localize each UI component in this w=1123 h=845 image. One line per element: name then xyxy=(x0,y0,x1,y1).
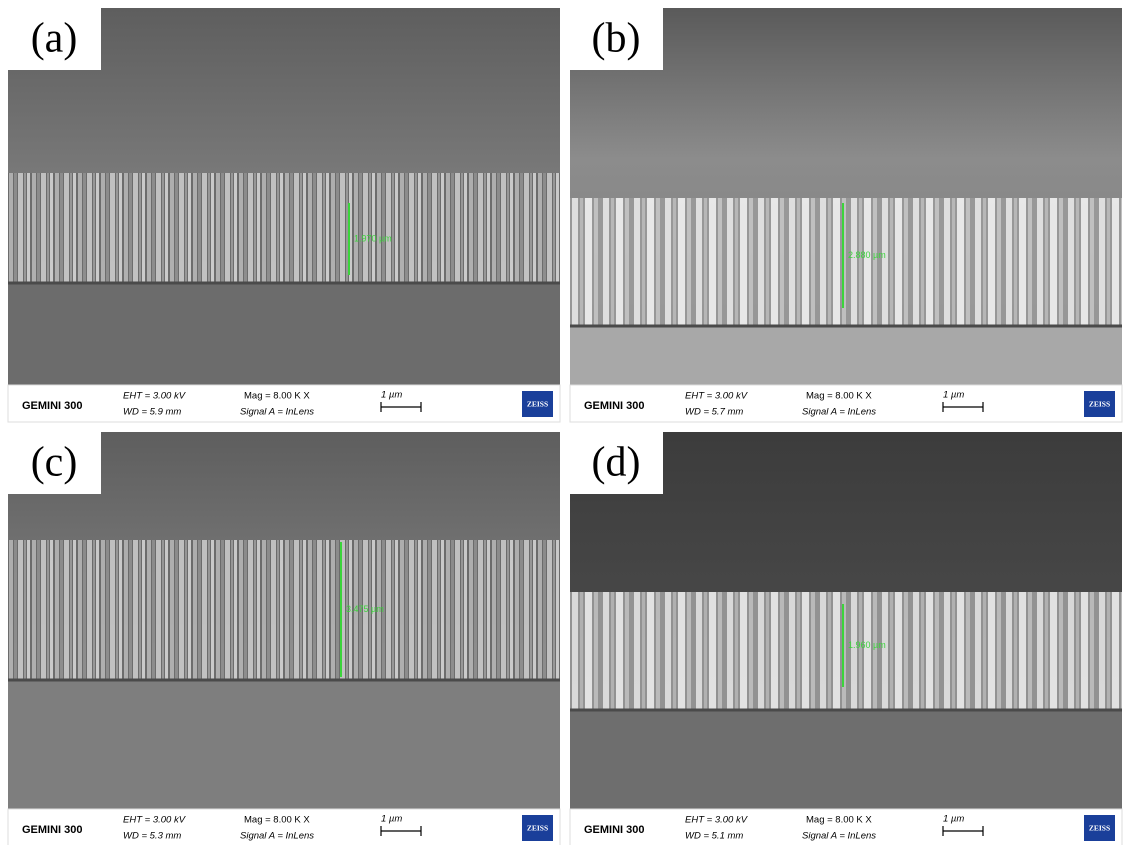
instrument: GEMINI 300 xyxy=(584,400,645,412)
measurement-label: 1.970 µm xyxy=(354,233,392,243)
info-bar: GEMINI 300 EHT = 3.00 kV WD = 5.3 mm Mag = … xyxy=(8,809,560,845)
nanowire-layer xyxy=(570,592,1122,710)
brand: ZEISS xyxy=(527,824,548,833)
scale-label: 1 µm xyxy=(943,390,964,401)
sem-panel: 3.475 µm (c) GEMINI 300 EHT = 3.00 kV WD = 5… xyxy=(8,432,560,845)
info-bar: GEMINI 300 EHT = 3.00 kV WD = 5.1 mm Mag = … xyxy=(570,809,1122,845)
nanowire-layer xyxy=(8,173,560,283)
figure: 1.970 µm (a) GEMINI 300 EHT = 3.00 kV WD = 5… xyxy=(0,0,1123,845)
signal: Signal A = InLens xyxy=(240,831,314,842)
signal: Signal A = InLens xyxy=(802,407,876,418)
sem-panel: 2.880 µm (b) GEMINI 300 EHT = 3.00 kV WD = 5… xyxy=(570,8,1122,422)
scale-label: 1 µm xyxy=(381,390,402,401)
scale-label: 1 µm xyxy=(381,814,402,825)
eht: EHT = 3.00 kV xyxy=(123,815,187,826)
mag: Mag = 8.00 K X xyxy=(244,391,310,402)
nanowire-layer xyxy=(570,198,1122,326)
panel-label: (a) xyxy=(31,16,78,62)
instrument: GEMINI 300 xyxy=(22,824,83,836)
brand: ZEISS xyxy=(1089,824,1110,833)
mag: Mag = 8.00 K X xyxy=(806,815,872,826)
info-bar: GEMINI 300 EHT = 3.00 kV WD = 5.9 mm Mag = … xyxy=(8,385,560,422)
wd: WD = 5.3 mm xyxy=(123,831,181,842)
substrate xyxy=(8,283,560,385)
mag: Mag = 8.00 K X xyxy=(806,391,872,402)
sem-panel: 1.960 µm (d) GEMINI 300 EHT = 3.00 kV WD = 5… xyxy=(570,432,1122,845)
instrument: GEMINI 300 xyxy=(584,824,645,836)
panel-label: (d) xyxy=(592,440,641,486)
scale-label: 1 µm xyxy=(943,814,964,825)
signal: Signal A = InLens xyxy=(802,831,876,842)
substrate xyxy=(570,326,1122,385)
substrate xyxy=(8,680,560,809)
nanowire-layer xyxy=(8,540,560,680)
panel-label: (c) xyxy=(31,440,78,486)
mag: Mag = 8.00 K X xyxy=(244,815,310,826)
signal: Signal A = InLens xyxy=(240,407,314,418)
wd: WD = 5.1 mm xyxy=(685,831,743,842)
info-bar: GEMINI 300 EHT = 3.00 kV WD = 5.7 mm Mag = … xyxy=(570,385,1122,422)
instrument: GEMINI 300 xyxy=(22,400,83,412)
substrate xyxy=(570,710,1122,809)
measurement-label: 2.880 µm xyxy=(848,250,886,260)
brand: ZEISS xyxy=(1089,400,1110,409)
page: 1.970 µm (a) GEMINI 300 EHT = 3.00 kV WD = 5… xyxy=(0,0,1123,845)
measurement-label: 3.475 µm xyxy=(346,604,384,614)
wd: WD = 5.9 mm xyxy=(123,407,181,418)
brand: ZEISS xyxy=(527,400,548,409)
measurement-label: 1.960 µm xyxy=(848,640,886,650)
panel-label: (b) xyxy=(592,16,641,62)
eht: EHT = 3.00 kV xyxy=(123,391,187,402)
eht: EHT = 3.00 kV xyxy=(685,815,749,826)
sem-panel: 1.970 µm (a) GEMINI 300 EHT = 3.00 kV WD = 5… xyxy=(8,8,560,422)
eht: EHT = 3.00 kV xyxy=(685,391,749,402)
wd: WD = 5.7 mm xyxy=(685,407,743,418)
